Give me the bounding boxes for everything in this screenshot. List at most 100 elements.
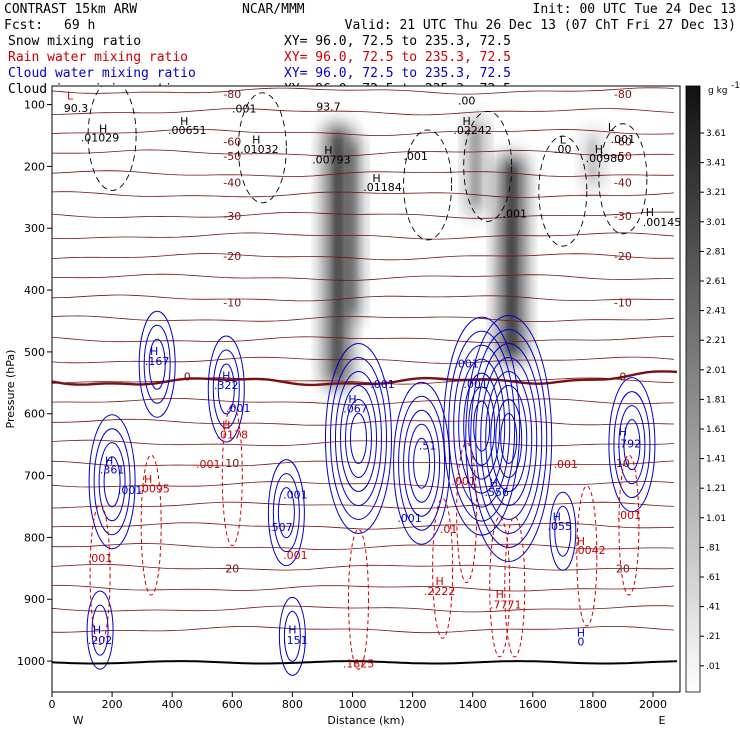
isotherm-line xyxy=(52,481,675,489)
isotherm-label: -30 xyxy=(614,210,632,223)
colorbar-tick-label: .41 xyxy=(706,603,720,613)
cloud-water-contour xyxy=(217,363,235,415)
annotation-label: H xyxy=(577,626,585,639)
isotherm-label: -10 xyxy=(223,296,241,309)
isotherm-line xyxy=(52,294,675,302)
annotation-label: .001 xyxy=(463,378,488,391)
y-tick-label: 700 xyxy=(24,470,45,483)
cloud-water-contour xyxy=(143,324,171,404)
cloud-water-contour xyxy=(453,344,511,508)
isotherm-line xyxy=(52,501,675,509)
annotation-label: .556 xyxy=(484,486,509,499)
annotation-label: .00 xyxy=(554,143,572,156)
isotherm-line xyxy=(52,543,675,550)
annotation-label: .0178 xyxy=(217,428,249,441)
west-label: W xyxy=(73,714,84,727)
isotherm-label: -60 xyxy=(614,136,632,149)
isotherm-label: 10 xyxy=(225,457,239,470)
y-tick-label: 200 xyxy=(24,160,45,173)
annotation-label: .001 xyxy=(397,512,422,525)
isotherm-line xyxy=(52,273,674,281)
colorbar-tick-label: 2.81 xyxy=(706,247,726,257)
annotation-label: 90.3 xyxy=(64,102,89,115)
cloud-water-contour xyxy=(393,381,451,545)
fcst-label: Fcst: xyxy=(4,18,43,33)
annotation-label: H xyxy=(595,143,603,156)
cloud-ice-contour xyxy=(463,110,513,222)
y-tick-label: 400 xyxy=(24,284,45,297)
annotation-label: .00651 xyxy=(168,124,207,137)
annotation-label: .00980 xyxy=(586,152,625,165)
colorbar-tick-label: .81 xyxy=(706,543,720,553)
annotation-label: 0 xyxy=(577,636,584,649)
colorbar-tick-label: 3.61 xyxy=(706,129,726,139)
rain-water-contour xyxy=(489,516,511,658)
cloud-water-contour xyxy=(485,370,533,506)
annotation-label: H xyxy=(496,588,504,601)
cloud-water-contour xyxy=(324,342,392,534)
y-tick-label: 100 xyxy=(24,99,45,112)
colorbar-tick-label: 1.41 xyxy=(706,455,726,465)
freezing-level-line xyxy=(52,370,678,387)
colorbar-tick-label: 1.01 xyxy=(706,514,726,524)
isotherm-label: -40 xyxy=(223,176,241,189)
annotation-label: .01184 xyxy=(363,181,402,194)
isotherm-line xyxy=(52,439,675,447)
cloud-water-contour xyxy=(329,356,387,520)
plot-frame xyxy=(51,85,681,693)
colorbar-tick-label: .61 xyxy=(706,573,720,583)
cloud-water-contour xyxy=(207,335,245,443)
isotherm-label: 0 xyxy=(184,371,191,384)
annotation-label: L xyxy=(608,121,615,134)
cloud-water-contour xyxy=(278,596,306,676)
rain-water-contour xyxy=(456,442,478,584)
annotation-label: H xyxy=(252,134,260,147)
annotation-label: .00793 xyxy=(312,153,351,166)
annotation-label: .001 xyxy=(196,458,221,471)
annotation-label: .361 xyxy=(100,464,125,477)
rain-water-contour xyxy=(347,528,369,670)
cloud-water-contour xyxy=(138,310,176,418)
annotation-label: .001 xyxy=(226,402,251,415)
isotherm-label: 10 xyxy=(616,457,630,470)
colorbar-tick-label: 2.01 xyxy=(706,366,726,376)
isotherm-label: -60 xyxy=(223,136,241,149)
annotation-label: L xyxy=(67,90,74,103)
colorbar-unit-exponent: -1 xyxy=(731,81,740,91)
annotation-label: .2222 xyxy=(424,585,456,598)
isotherm-line xyxy=(52,232,675,240)
colorbar-tick-label: 1.21 xyxy=(706,484,726,494)
legend-cloudwater-xy: XY= 96.0, 72.5 to 235.3, 72.5 xyxy=(284,66,511,81)
snow-shading xyxy=(324,116,602,389)
isotherm-line xyxy=(52,335,675,344)
isotherm-line xyxy=(52,87,675,95)
cloud-ice-contour xyxy=(598,123,648,235)
cloud-water-contour xyxy=(91,604,109,656)
cloud-water-contour xyxy=(495,398,523,478)
cloud-ice-contour xyxy=(237,92,287,204)
isotherm-label: -50 xyxy=(223,150,241,163)
isotherm-label: -20 xyxy=(223,250,241,263)
model-title: CONTRAST 15km ARW xyxy=(4,2,137,17)
colorbar-tick-label: 2.41 xyxy=(706,307,726,317)
x-tick-label: 200 xyxy=(102,698,123,711)
annotation-label: H xyxy=(646,206,654,219)
cloud-water-contour xyxy=(148,338,166,390)
annotation-label: .322 xyxy=(214,379,239,392)
cloud-ice-contour xyxy=(403,129,453,241)
cloud-water-contour xyxy=(277,487,295,539)
cloud-ice-contour xyxy=(538,135,588,247)
annotation-label: .0042 xyxy=(574,544,606,557)
annotation-label: H xyxy=(348,393,356,406)
isotherm-line xyxy=(52,564,675,571)
x-tick-label: 2000 xyxy=(639,698,667,711)
annotation-label: H xyxy=(553,511,561,524)
annotation-label: H xyxy=(105,454,113,467)
fcst-value: 69 h xyxy=(64,18,95,33)
cloud-water-contour xyxy=(623,419,641,471)
annotation-label: H xyxy=(144,473,152,486)
annotation-label: 93.7 xyxy=(316,101,341,114)
x-tick-label: 1000 xyxy=(338,698,366,711)
cloud-water-contour xyxy=(463,372,501,480)
cloud-water-contour xyxy=(490,384,528,492)
